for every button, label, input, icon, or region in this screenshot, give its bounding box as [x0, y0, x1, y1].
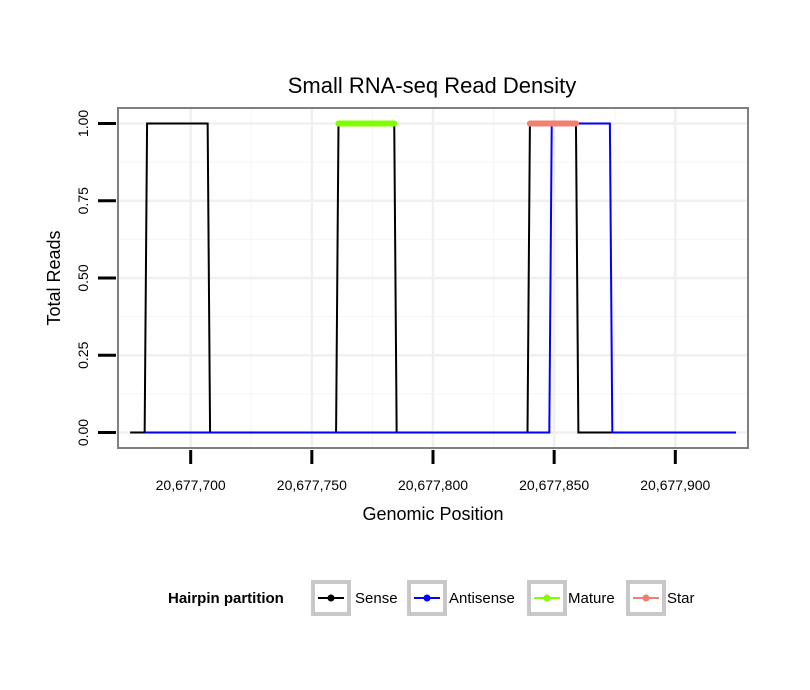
y-tick-label: 0.25: [75, 341, 91, 368]
axes: 20,677,700 20,677,750 20,677,800 20,677,850…: [75, 110, 711, 493]
legend-label: Antisense: [449, 590, 515, 607]
legend-key-point: [543, 594, 551, 602]
x-tick-label: 20,677,750: [277, 477, 347, 493]
y-tick-label: 0.75: [75, 187, 91, 214]
y-tick-label: 1.00: [75, 110, 91, 137]
x-tick-label: 20,677,850: [519, 477, 589, 493]
x-tick-label: 20,677,900: [640, 477, 710, 493]
legend-label: Sense: [355, 590, 398, 607]
plot-panel-border: [117, 107, 749, 449]
legend-key-point: [327, 594, 335, 602]
x-tick-label: 20,677,800: [398, 477, 468, 493]
legend-label: Mature: [568, 590, 615, 607]
legend: Hairpin partition Sense Antisense Mature St…: [168, 580, 695, 616]
series-lines: [130, 120, 736, 434]
y-tick-label: 0.50: [75, 264, 91, 291]
legend-key-point: [642, 594, 650, 602]
legend-title: Hairpin partition: [168, 590, 284, 607]
x-tick-label: 20,677,700: [156, 477, 226, 493]
legend-key-point: [423, 594, 431, 602]
chart-title: Small RNA-seq Read Density: [288, 73, 577, 98]
y-axis-label: Total Reads: [44, 230, 64, 325]
series-line-antisense: [144, 122, 736, 434]
y-tick-label: 0.00: [75, 419, 91, 446]
legend-label: Star: [667, 590, 695, 607]
x-axis-label: Genomic Position: [362, 504, 503, 524]
